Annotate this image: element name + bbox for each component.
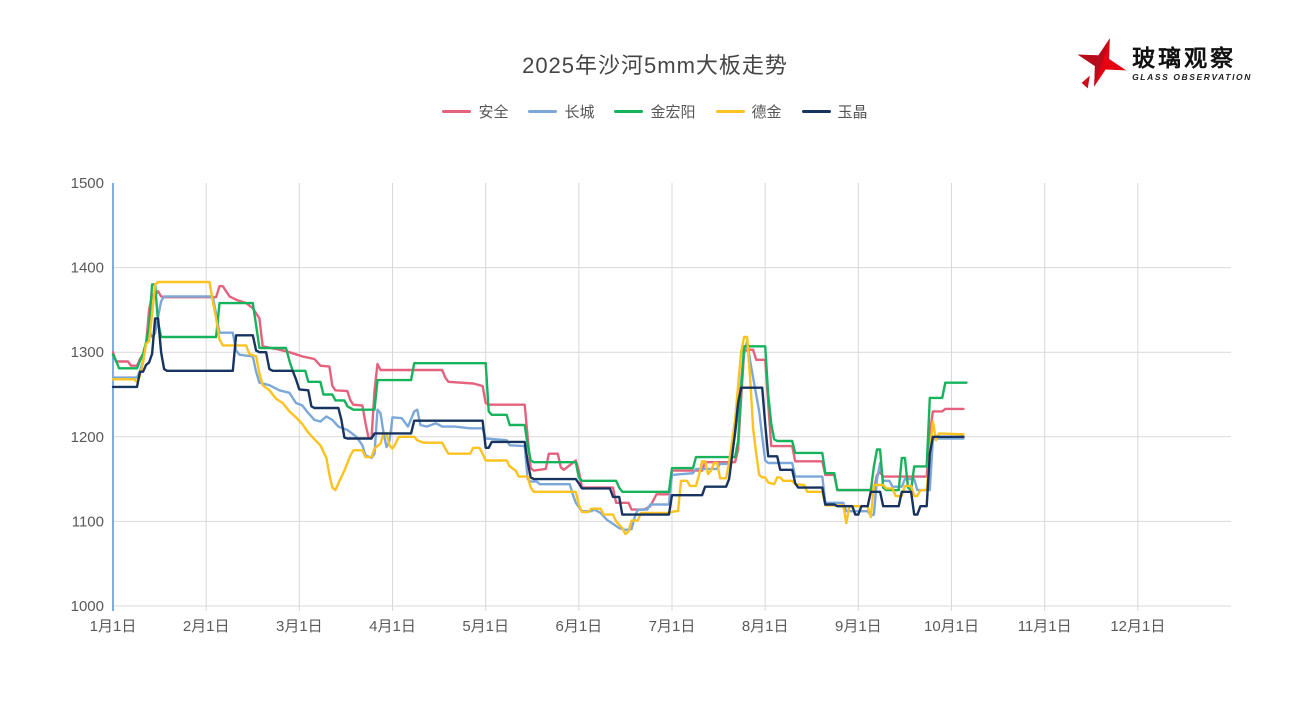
y-axis-tick-label: 1300 (71, 344, 104, 361)
series-line-金宏阳 (111, 283, 968, 493)
x-axis-tick-label: 3月1日 (276, 618, 323, 635)
x-axis-tick-label: 4月1日 (369, 618, 416, 635)
legend-label: 金宏阳 (650, 104, 696, 121)
series-line-长城 (111, 295, 965, 532)
x-axis-tick-label: 10月1日 (924, 618, 979, 635)
logo-cn-text: 玻璃观察 (1132, 44, 1237, 71)
x-axis-tick-label: 11月1日 (1018, 618, 1072, 635)
legend-item-dejin[interactable]: 德金 (715, 101, 782, 122)
red-star-icon (1077, 38, 1127, 89)
legend-label: 长城 (564, 104, 595, 121)
legend-item-changcheng[interactable]: 长城 (528, 101, 594, 122)
series-line-玉晶 (111, 317, 965, 516)
legend-label: 安全 (478, 104, 509, 121)
glass-observation-logo: 玻璃观察 GLASS OBSERVATION (1076, 36, 1252, 92)
legend-line-icon (801, 110, 831, 113)
legend-item-yujing[interactable]: 玉晶 (801, 101, 868, 122)
x-axis-tick-label: 12月1日 (1110, 618, 1165, 635)
series-line-安全 (111, 285, 965, 511)
legend-line-icon (614, 110, 644, 113)
x-axis-tick-label: 1月1日 (90, 618, 137, 635)
page-title: 2025年沙河5mm大板走势 (522, 53, 788, 78)
series-line-德金 (111, 280, 965, 536)
x-axis-tick-label: 9月1日 (835, 618, 882, 635)
x-axis-tick-label: 6月1日 (555, 618, 602, 635)
logo-en-text: GLASS OBSERVATION (1132, 71, 1252, 82)
y-axis-tick-label: 1200 (71, 429, 104, 446)
y-axis-tick-label: 1000 (71, 598, 104, 615)
legend-label: 德金 (751, 104, 782, 121)
y-axis-tick-label: 1100 (72, 513, 104, 530)
x-axis-tick-label: 7月1日 (649, 618, 696, 635)
legend-line-icon (528, 110, 558, 113)
legend-line-icon (442, 110, 472, 113)
legend-line-icon (715, 110, 745, 113)
chart-legend: 安全 长城 金宏阳 德金 玉晶 (0, 101, 1310, 122)
x-axis-tick-label: 8月1日 (742, 618, 789, 635)
legend-label: 玉晶 (837, 104, 868, 121)
legend-item-jinhongyang[interactable]: 金宏阳 (614, 101, 696, 122)
legend-item-anquan[interactable]: 安全 (442, 101, 508, 122)
y-axis-tick-label: 1500 (71, 175, 104, 192)
x-axis-tick-label: 2月1日 (183, 618, 230, 635)
y-axis-tick-label: 1400 (71, 260, 104, 277)
x-axis-tick-label: 5月1日 (462, 618, 509, 635)
